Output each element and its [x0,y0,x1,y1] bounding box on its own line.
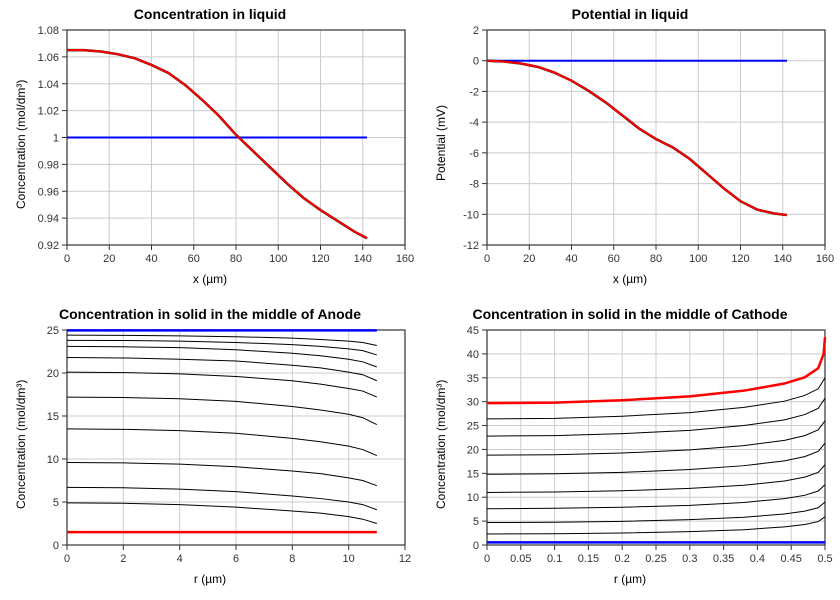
data-series [67,397,377,425]
y-tick-label: -8 [469,179,479,191]
y-tick-label: 0.92 [38,240,59,252]
plot-svg: 0 20 40 60 80 100 120 140 160 0.92 0.94 0.96 0.98 1 1.… [0,0,420,300]
x-tick-label: 0.35 [713,553,734,565]
panel-potential-liquid: Potential in liquidPotential (mV)x (µm)0… [420,0,840,300]
data-series [487,61,787,215]
x-tick-label: 10 [343,553,355,565]
y-tick-label: 1 [53,133,59,145]
data-series [67,340,377,355]
y-tick-label: -4 [469,117,479,129]
x-tick-label: 12 [399,553,411,565]
y-tick-label: 25 [47,325,59,337]
x-tick-label: 0.1 [547,553,562,565]
plot-svg: 0 0.05 0.1 0.15 0.2 0.25 0.3 0.35 0.4 0.45 0.5 0 5 10… [420,300,840,600]
y-tick-label: -6 [469,148,479,160]
y-tick-label: 1.06 [38,52,59,64]
x-tick-label: 0.2 [615,553,630,565]
x-tick-label: 80 [650,253,662,265]
y-tick-label: 35 [467,373,479,385]
panel-concentration-cathode: Concentration in solid in the middle of … [420,300,840,600]
x-tick-label: 160 [816,253,834,265]
y-tick-label: 0.96 [38,186,59,198]
y-tick-label: 10 [47,454,59,466]
x-tick-label: 0.5 [817,553,832,565]
x-tick-label: 0 [484,253,490,265]
x-tick-label: 0 [64,553,70,565]
x-tick-label: 80 [230,253,242,265]
data-series [67,50,367,238]
x-tick-label: 140 [774,253,792,265]
x-tick-label: 2 [120,553,126,565]
data-series [67,462,377,485]
x-tick-label: 140 [354,253,372,265]
data-series [67,503,377,524]
y-tick-label: 0 [473,56,479,68]
x-tick-label: 160 [396,253,414,265]
y-tick-label: 2 [473,25,479,37]
y-tick-label: -12 [463,240,479,252]
x-tick-label: 0.05 [510,553,531,565]
x-tick-label: 4 [177,553,183,565]
y-tick-label: 5 [473,516,479,528]
x-tick-label: 60 [188,253,200,265]
y-tick-label: 5 [53,497,59,509]
x-tick-label: 8 [289,553,295,565]
panel-concentration-liquid: Concentration in liquidConcentration (mo… [0,0,420,300]
y-tick-label: 10 [467,492,479,504]
x-tick-label: 0 [64,253,70,265]
x-tick-label: 0 [484,553,490,565]
y-tick-label: 20 [467,444,479,456]
data-series [487,61,787,215]
x-tick-label: 0.15 [578,553,599,565]
data-series [67,346,377,367]
x-tick-label: 6 [233,553,239,565]
y-tick-label: 0.94 [38,213,59,225]
x-tick-label: 0.3 [682,553,697,565]
x-tick-label: 100 [269,253,287,265]
data-series [67,372,377,397]
x-tick-label: 100 [689,253,707,265]
y-tick-label: -2 [469,86,479,98]
panel-concentration-anode: Concentration in solid in the middle of … [0,300,420,600]
x-tick-label: 20 [523,253,535,265]
x-tick-label: 40 [565,253,577,265]
y-tick-label: 25 [467,421,479,433]
y-tick-label: 1.02 [38,106,59,118]
data-series [67,358,377,381]
x-tick-label: 120 [311,253,329,265]
y-tick-label: 20 [47,368,59,380]
y-tick-label: 0 [473,540,479,552]
x-tick-label: 40 [145,253,157,265]
x-tick-label: 20 [103,253,115,265]
y-tick-label: 1.08 [38,25,59,37]
figure-grid: Concentration in liquidConcentration (mo… [0,0,840,600]
y-tick-label: 15 [47,411,59,423]
y-tick-label: 45 [467,325,479,337]
y-tick-label: -10 [463,209,479,221]
y-tick-label: 15 [467,468,479,480]
x-tick-label: 120 [731,253,749,265]
x-tick-label: 60 [608,253,620,265]
x-tick-label: 0.4 [750,553,765,565]
y-tick-label: 30 [467,397,479,409]
x-tick-label: 0.25 [645,553,666,565]
y-tick-label: 0.98 [38,159,59,171]
x-tick-label: 0.45 [780,553,801,565]
data-series [67,429,377,456]
plot-svg: 0 2 4 6 8 10 12 0 5 10 15 20 25 [0,300,420,600]
y-tick-label: 0 [53,540,59,552]
y-tick-label: 40 [467,349,479,361]
y-tick-label: 1.04 [38,79,59,91]
plot-svg: 0 20 40 60 80 100 120 140 160 -12 -10 -8 -6 -4 -2 0 2 [420,0,840,300]
